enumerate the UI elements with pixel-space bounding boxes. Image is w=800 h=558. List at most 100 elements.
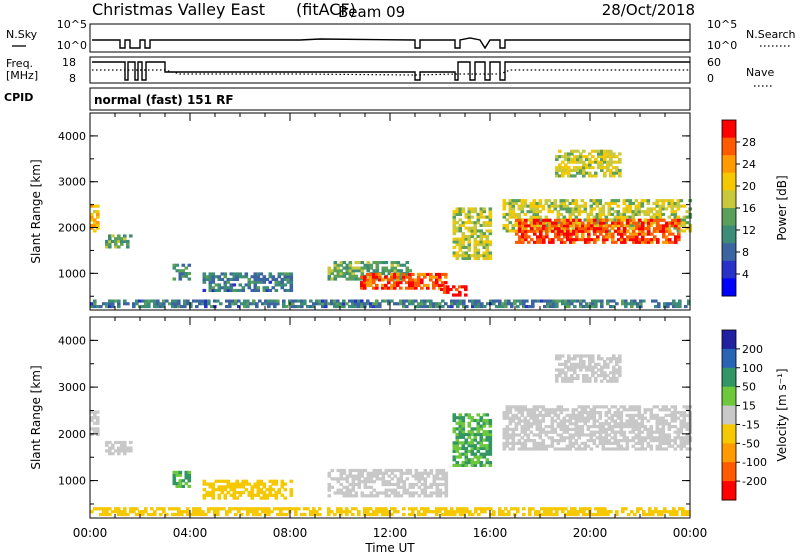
heatmap-cell [511, 433, 516, 437]
heatmap-cell [175, 470, 180, 474]
heatmap-cell [262, 496, 267, 500]
heatmap-cell [351, 488, 356, 492]
heatmap-cell [226, 479, 231, 483]
heatmap-cell [276, 299, 280, 303]
heatmap-cell [658, 212, 663, 216]
heatmap-cell [455, 463, 460, 467]
heatmap-cell [348, 474, 353, 478]
heatmap-cell [650, 240, 654, 244]
heatmap-cell [607, 207, 612, 211]
heatmap-cell [685, 433, 690, 437]
heatmap-cell [682, 229, 687, 233]
heatmap-cell [567, 510, 571, 514]
heatmap-cell [670, 204, 675, 208]
heatmap-cell [232, 277, 237, 281]
heatmap-cell [464, 449, 469, 453]
heatmap-cell [345, 488, 350, 492]
heatmap-cell [479, 455, 484, 459]
heatmap-cell [219, 302, 223, 306]
heatmap-cell [211, 490, 216, 495]
heatmap-cell [612, 155, 616, 159]
heatmap-cell [363, 283, 367, 287]
heatmap-cell [363, 281, 367, 285]
heatmap-cell [606, 512, 610, 517]
heatmap-cell [485, 438, 490, 442]
heatmap-cell [579, 157, 583, 161]
heatmap-cell [283, 272, 288, 276]
heatmap-cell [574, 433, 579, 437]
heatmap-cell [542, 235, 546, 239]
heatmap-cell [673, 439, 678, 443]
heatmap-cell [244, 488, 249, 492]
heatmap-cell [479, 461, 484, 465]
heatmap-cell [354, 269, 359, 273]
heatmap-cell [396, 494, 401, 498]
heatmap-cell [576, 155, 580, 159]
heatmap-cell [646, 212, 651, 216]
heatmap-cell [558, 368, 562, 372]
heatmap-cell [592, 408, 597, 412]
heatmap-cell [679, 436, 684, 440]
heatmap-cell [348, 269, 353, 273]
heatmap-cell [247, 280, 252, 284]
heatmap-cell [375, 266, 380, 270]
heatmap-cell [390, 286, 394, 290]
heatmap-cell [571, 199, 576, 203]
heatmap-cell [354, 507, 358, 511]
heatmap-cell [366, 302, 370, 306]
heatmap-cell [396, 480, 401, 484]
heatmap-cell [390, 512, 394, 517]
heatmap-cell [559, 427, 564, 431]
heatmap-cell [625, 422, 630, 426]
heatmap-cell [560, 240, 564, 244]
heatmap-cell [90, 432, 94, 437]
heatmap-cell [568, 413, 573, 417]
heatmap-cell [351, 302, 355, 306]
heatmap-cell [117, 305, 121, 309]
heatmap-cell [639, 305, 643, 309]
heatmap-cell [501, 510, 505, 514]
heatmap-cell [647, 227, 651, 231]
heatmap-cell [591, 357, 595, 361]
heatmap-cell [604, 422, 609, 426]
heatmap-cell [265, 286, 270, 290]
heatmap-cell [674, 240, 678, 244]
heatmap-cell [192, 299, 196, 303]
heatmap-cell [479, 234, 484, 238]
heatmap-cell [670, 413, 675, 417]
heatmap-cell [570, 374, 574, 378]
heatmap-cell [363, 477, 368, 481]
heatmap-cell [522, 305, 526, 309]
heatmap-cell [529, 416, 534, 420]
heatmap-cell [524, 224, 528, 228]
heatmap-cell [587, 240, 591, 244]
heatmap-cell [470, 427, 475, 431]
heatmap-cell [673, 210, 678, 214]
heatmap-cell [156, 507, 160, 511]
heatmap-cell [577, 207, 582, 211]
heatmap-cell [631, 436, 636, 440]
heatmap-cell [372, 494, 377, 498]
heatmap-cell [464, 438, 469, 442]
heatmap-cell [646, 210, 651, 214]
heatmap-cell [602, 218, 606, 222]
heatmap-cell [624, 299, 628, 303]
heatmap-cell [625, 210, 630, 214]
heatmap-cell [600, 368, 604, 372]
heatmap-cell [592, 201, 597, 205]
heatmap-cell [568, 215, 573, 219]
heatmap-cell [652, 221, 657, 225]
heatmap-cell [237, 299, 241, 303]
heatmap-cell [366, 507, 370, 511]
heatmap-cell [126, 302, 130, 306]
heatmap-cell [672, 305, 676, 309]
heatmap-cell [357, 266, 362, 270]
heatmap-cell [637, 430, 642, 434]
heatmap-cell [488, 254, 493, 258]
heatmap-cell [123, 507, 127, 511]
heatmap-cell [661, 436, 666, 440]
heatmap-cell [519, 302, 523, 306]
heatmap-cell [108, 234, 112, 238]
heatmap-cell [525, 299, 529, 303]
y-axis-title: Slant Range [km] [29, 365, 43, 469]
